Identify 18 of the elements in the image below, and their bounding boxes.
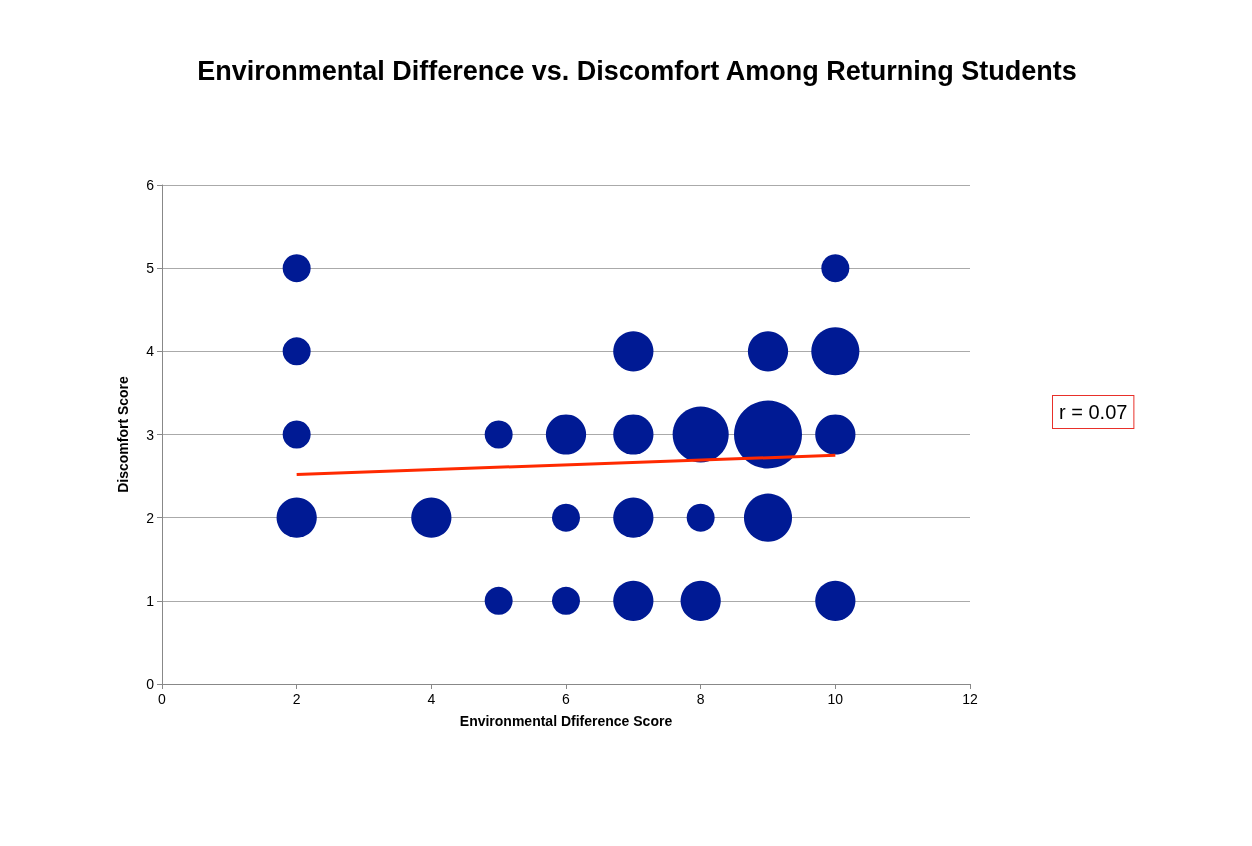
- y-tick-label: 6: [146, 177, 155, 193]
- y-tick-label: 5: [146, 260, 155, 277]
- x-tick-label: 6: [562, 691, 571, 707]
- x-tick-label: 2: [292, 691, 301, 707]
- y-axis-title: Discomfort Score: [115, 375, 131, 493]
- x-tick-label: 12: [962, 691, 978, 707]
- text: r = 0.07: [1059, 401, 1128, 423]
- y-tick-label: 0: [146, 676, 155, 692]
- x-tick-label: 4: [427, 691, 436, 707]
- x-tick-label: 8: [696, 691, 705, 707]
- y-tick-label: 3: [146, 426, 155, 443]
- y-tick-label: 1: [146, 592, 155, 609]
- chart-title: Environmental Difference vs. Discomfort Among Returning Students: [197, 55, 1077, 86]
- x-tick-label: 10: [827, 691, 844, 707]
- y-tick-label: 4: [146, 343, 155, 360]
- x-tick-label: 0: [158, 691, 167, 707]
- x-axis-title: Environmental Dfiference Score: [459, 713, 673, 729]
- y-tick-label: 2: [146, 509, 155, 526]
